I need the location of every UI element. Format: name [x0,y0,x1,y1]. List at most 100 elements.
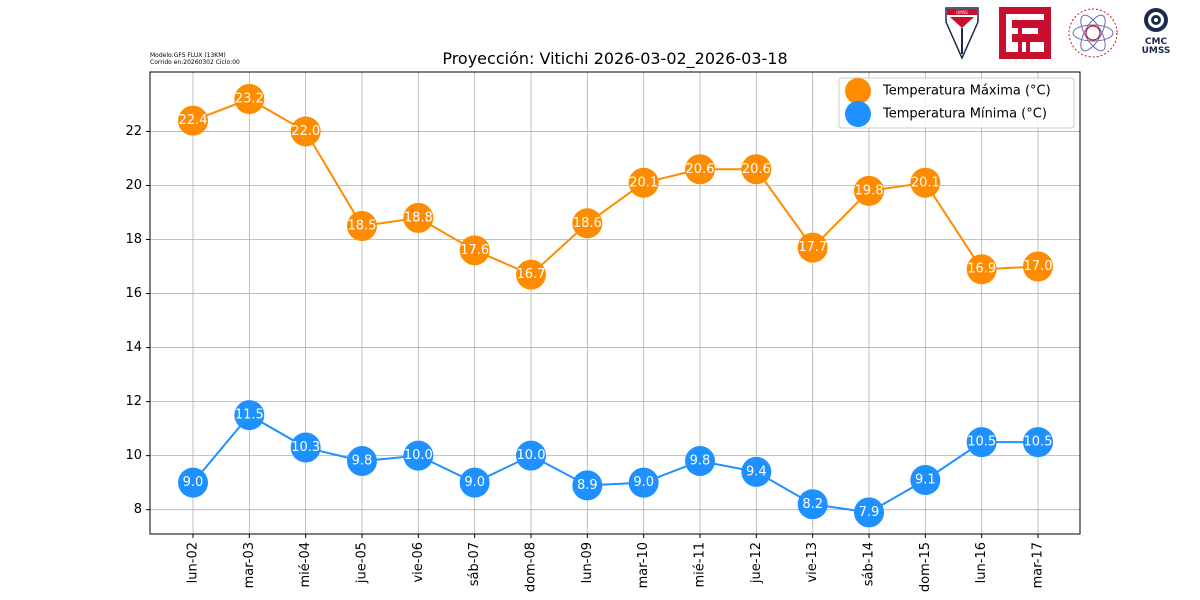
x-tick-label: mié-11 [693,542,708,588]
data-label: 10.3 [291,440,320,455]
x-tick-label: vie-06 [411,542,426,583]
y-tick-label: 12 [125,394,142,409]
data-point [628,467,659,498]
x-tick-label: sáb-07 [467,542,482,586]
y-tick-label: 16 [125,286,142,301]
x-tick-label: lun-02 [186,542,201,583]
legend-marker [845,101,871,127]
series-line [192,97,1039,276]
max-temp-series: 22.4 23.2 22.0 18.5 18.8 17.6 16.7 18.6 20.1 20.6… [178,84,1053,290]
axes: lun-02 mar-03 mié-04 jue-05 vie-06 sáb-07 dom-… [125,124,1045,592]
data-label: 23.2 [235,92,264,107]
x-tick-label: dom-08 [524,542,539,592]
chart-title: Proyección: Vitichi 2026-03-02_2026-03-1… [442,49,787,69]
data-point [685,154,715,185]
data-point [966,254,997,285]
data-point [459,235,490,266]
run-label: Corrido en:20260302 Ciclo:00 [150,59,240,66]
umss-shield-logo: UMSS [945,7,979,60]
data-point [572,208,603,239]
data-label: 10.5 [1024,435,1053,450]
data-label: 11.5 [235,408,264,423]
cmc-gear-icon [1144,8,1168,32]
atom-seal-logo [1068,8,1118,58]
data-point [459,467,490,498]
x-tick-label: jue-05 [355,542,370,584]
y-tick-label: 8 [134,502,142,517]
data-point [234,84,265,115]
x-tick-label: sáb-14 [862,542,877,586]
data-label: 9.0 [183,475,204,490]
data-label: 9.0 [633,475,654,490]
data-point [628,167,659,198]
data-label: 22.4 [179,113,208,128]
x-tick-label: jue-12 [749,542,764,584]
data-label: 9.1 [915,472,936,487]
y-tick-label: 18 [125,232,142,247]
data-point [797,489,828,520]
data-label: 9.8 [690,454,711,469]
grid-lines [150,72,1080,534]
plot-frame [149,71,1081,535]
x-tick-label: dom-15 [918,542,933,592]
data-label: 18.8 [404,210,433,225]
y-tick-label: 10 [125,448,142,463]
data-point [797,232,828,263]
data-point [290,432,321,463]
data-point [741,456,772,487]
data-label: 9.8 [352,454,373,469]
data-point [910,167,941,198]
min-temp-series: 9.0 11.5 10.3 9.8 10.0 9.0 10.0 8.9 9.0 9.8 9.4 8.2… [178,400,1053,528]
legend-label: Temperatura Mínima (°C) [882,107,1047,122]
model-label: Modelo:GFS FLUX (13KM) [150,52,226,59]
data-point [178,467,208,498]
data-label: 20.6 [742,162,771,177]
x-tick-label: lun-09 [580,542,595,583]
data-point [516,259,546,290]
data-series: 22.4 23.2 22.0 18.5 18.8 17.6 16.7 18.6 20.1 20.6… [178,84,1053,528]
data-label: 22.0 [291,124,320,139]
cmc-umss-logo: CMC UMSS [1136,6,1176,56]
x-tick-label: mar-17 [1031,542,1046,588]
institution-logos: UMSS CMC UMSS [940,6,1180,62]
legend: Temperatura Máxima (°C) Temperatura Mínim… [838,77,1075,129]
data-label: 18.6 [573,216,602,231]
y-tick-label: 22 [125,124,142,139]
data-point [290,116,321,147]
data-point [1023,251,1053,282]
data-label: 10.5 [967,435,996,450]
data-label: 20.1 [629,175,658,190]
data-label: 16.9 [967,262,996,277]
data-point [178,105,208,136]
data-point [1023,427,1053,458]
umss-text: UMSS [956,10,968,15]
data-point [516,440,546,471]
y-tick-label: 20 [125,178,142,193]
data-label: 16.7 [517,267,546,282]
x-tick-label: mié-04 [298,542,313,588]
data-point [685,446,715,477]
legend-label: Temperatura Máxima (°C) [882,84,1051,99]
data-point [966,427,997,458]
data-label: 8.9 [577,478,598,493]
x-tick-label: mar-03 [242,542,257,588]
data-label: 9.0 [464,475,485,490]
umss-label: UMSS [1141,46,1171,56]
data-point [234,400,265,431]
legend-box [838,77,1075,129]
data-label: 17.7 [798,240,827,255]
data-point [910,464,941,495]
data-label: 9.4 [746,464,767,479]
cmc-label: CMC [1144,37,1168,47]
faculty-red-logo [999,7,1051,59]
data-label: 19.8 [855,183,884,198]
x-tick-label: vie-13 [805,542,820,583]
data-label: 10.0 [404,448,433,463]
legend-marker [845,78,871,104]
data-label: 7.9 [859,505,880,520]
data-point [572,470,603,501]
data-point [347,211,377,241]
data-label: 18.5 [348,219,377,234]
data-point [854,497,884,528]
